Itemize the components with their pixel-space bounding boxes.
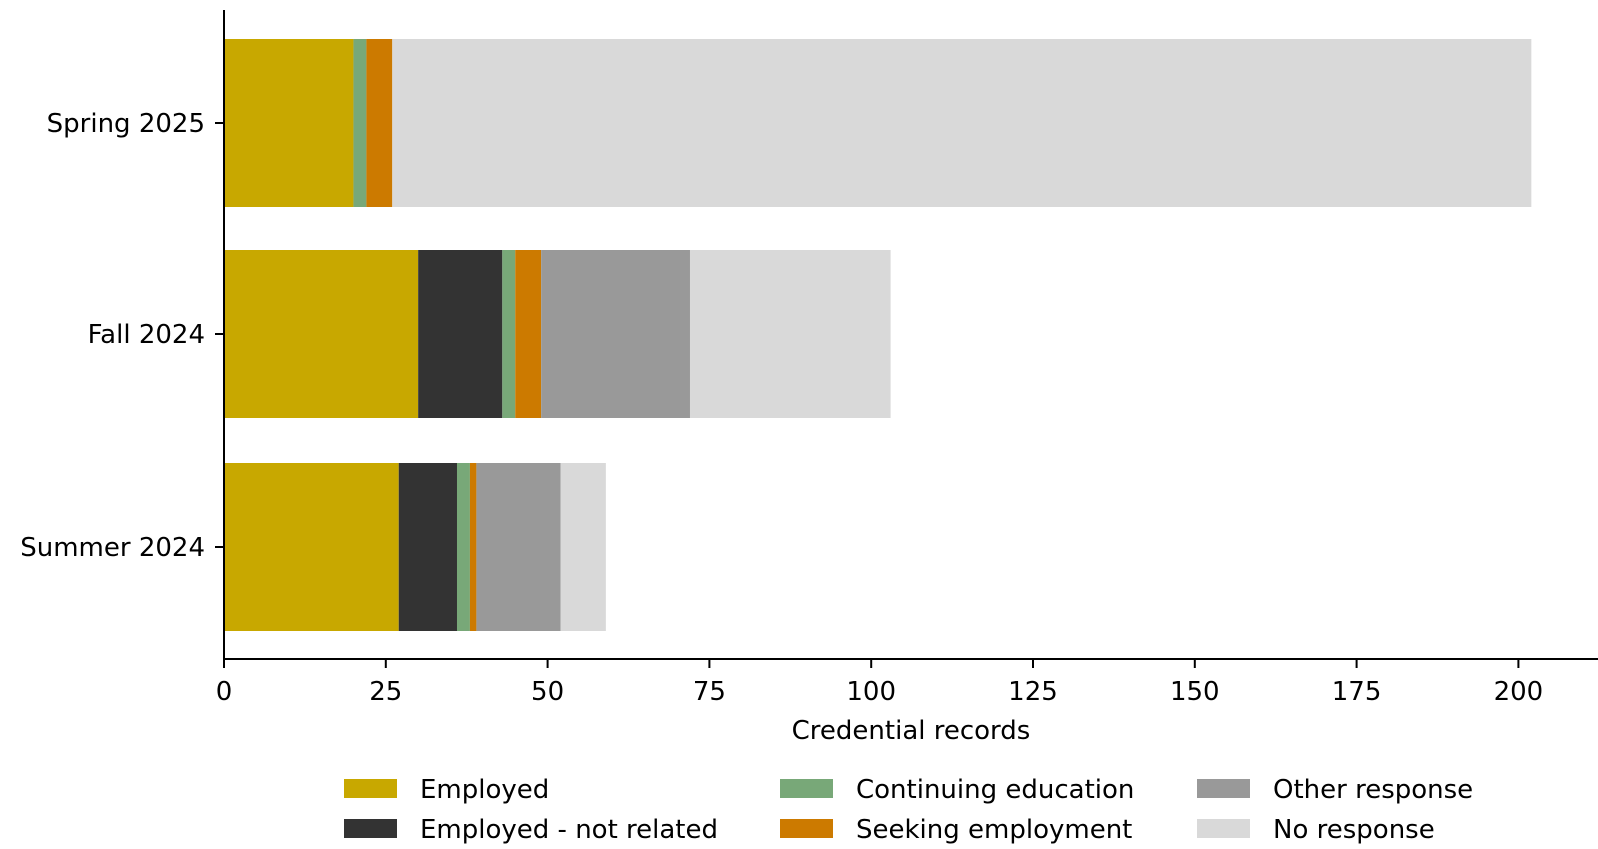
bar-segment-fall-2024-employed-not-related	[418, 250, 503, 418]
legend-label: Other response	[1273, 775, 1473, 805]
bar-segment-fall-2024-no-response	[689, 250, 891, 418]
y-category-label: Spring 2025	[47, 109, 205, 139]
bar-segment-fall-2024-employed	[224, 250, 419, 418]
bar-segment-summer-2024-continuing-education	[456, 463, 470, 631]
bar-segment-summer-2024-employed	[224, 463, 399, 631]
x-tick-label: 0	[216, 677, 233, 707]
x-tick-label: 200	[1494, 677, 1544, 707]
legend: Employed Employed - not related Continuing…	[344, 775, 1473, 845]
x-tick-label: 75	[693, 677, 726, 707]
legend-swatch	[780, 779, 833, 798]
bar-segment-summer-2024-employed-not-related	[398, 463, 457, 631]
legend-label: No response	[1273, 815, 1435, 845]
bars-layer	[224, 39, 1532, 631]
x-tick-label: 25	[369, 677, 402, 707]
x-tick-label: 100	[846, 677, 896, 707]
legend-swatch	[1197, 819, 1250, 838]
x-tick-label: 125	[1008, 677, 1058, 707]
legend-label: Continuing education	[856, 775, 1134, 805]
legend-item: No response	[1197, 815, 1435, 845]
bar-segment-fall-2024-seeking-employment	[515, 250, 542, 418]
legend-swatch	[1197, 779, 1250, 798]
x-axis-title: Credential records	[792, 716, 1031, 746]
x-tick-label: 150	[1170, 677, 1220, 707]
x-tick-label: 50	[531, 677, 564, 707]
x-tick-label: 175	[1332, 677, 1382, 707]
legend-label: Seeking employment	[856, 815, 1132, 845]
bar-segment-summer-2024-seeking-employment	[469, 463, 477, 631]
bar-segment-fall-2024-continuing-education	[502, 250, 516, 418]
legend-swatch	[344, 819, 397, 838]
legend-label: Employed	[420, 775, 549, 805]
legend-item: Other response	[1197, 775, 1473, 805]
bar-segment-spring-2025-continuing-education	[353, 39, 367, 207]
y-category-label: Summer 2024	[20, 533, 205, 563]
legend-label: Employed - not related	[420, 815, 718, 845]
legend-swatch	[780, 819, 833, 838]
bar-segment-summer-2024-no-response	[560, 463, 606, 631]
y-category-label: Fall 2024	[88, 320, 205, 350]
legend-swatch	[344, 779, 397, 798]
legend-item: Employed - not related	[344, 815, 718, 845]
bar-segment-spring-2025-seeking-employment	[366, 39, 393, 207]
legend-item: Continuing education	[780, 775, 1134, 805]
bar-segment-summer-2024-other-response	[476, 463, 561, 631]
legend-item: Seeking employment	[780, 815, 1132, 845]
legend-item: Employed	[344, 775, 549, 805]
bar-segment-fall-2024-other-response	[541, 250, 690, 418]
ticks-layer: 0 25 50 75 100 125 150 175 200 Spring 2025 Fall 20…	[20, 109, 1543, 707]
bar-segment-spring-2025-no-response	[392, 39, 1532, 207]
bar-segment-spring-2025-employed	[224, 39, 354, 207]
